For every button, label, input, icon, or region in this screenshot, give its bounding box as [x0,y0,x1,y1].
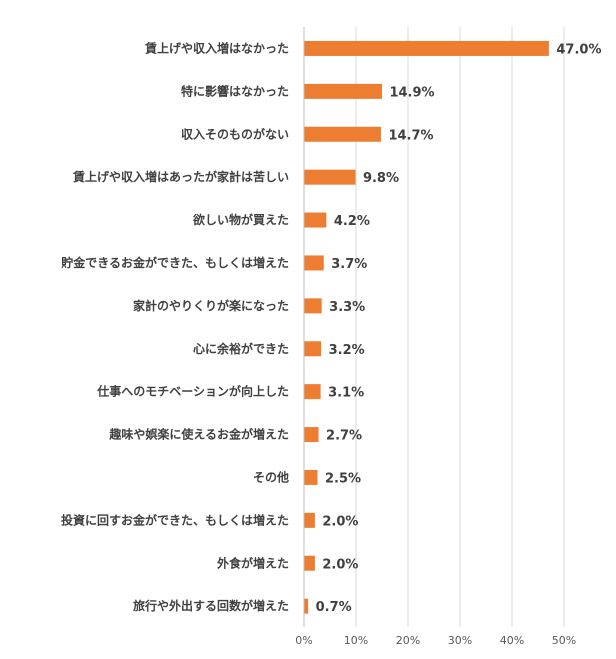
data-label: 47.0% [556,42,601,57]
data-label: 2.7% [326,429,362,444]
bar [304,598,309,614]
data-label: 3.2% [329,343,365,358]
x-tick-label: 40% [500,634,524,647]
category-label: 欲しい物が買えた [192,212,289,227]
bar [304,83,382,99]
x-tick-label: 50% [552,634,576,647]
data-label: 4.2% [334,214,370,229]
bar [304,255,324,271]
category-label: 賃上げや収入増はなかった [144,40,289,55]
bar [304,40,549,56]
data-label: 9.8% [363,171,399,186]
category-label: 投資に回すお金ができた、もしくは増えた [61,512,289,527]
bars [304,40,549,614]
bar [304,512,315,528]
bar [304,427,319,443]
bar [304,384,321,400]
category-label: 趣味や娯楽に使えるお金が増えた [108,427,289,442]
bar [304,341,322,357]
bar [304,126,381,142]
data-label: 14.7% [388,128,433,143]
data-label: 0.7% [316,600,352,615]
x-tick-label: 30% [448,634,472,647]
category-label: 心に余裕ができた [193,341,289,356]
data-label: 2.0% [322,557,358,572]
bar [304,169,356,185]
data-label: 3.7% [331,257,367,272]
bar [304,469,318,485]
category-labels: 賃上げや収入増はなかった特に影響はなかった収入そのものがない賃上げや収入増はあっ… [61,40,289,613]
bar [304,212,327,228]
bar [304,298,322,314]
category-label: 賃上げや収入増はあったが家計は苦しい [72,169,289,184]
category-label: 外食が増えた [217,555,289,570]
x-tick-label: 20% [396,634,420,647]
x-tick-label: 0% [295,634,312,647]
category-label: その他 [253,469,289,484]
data-label: 3.1% [328,386,364,401]
category-label: 収入そのものがない [181,126,289,141]
data-label: 2.5% [325,471,361,486]
gridlines [303,27,565,627]
data-label: 2.0% [322,514,358,529]
category-label: 家計のやりくりが楽になった [133,298,289,313]
x-axis-ticks: 0% 10% 20% 30% 40% 50% [295,634,576,647]
data-label: 14.9% [389,85,434,100]
category-label: 貯金できるお金ができた、もしくは増えた [61,255,289,270]
data-label: 3.3% [329,300,365,315]
data-labels: 47.0% 14.9% 14.7% 9.8% 4.2% 3.7% 3.3% 3.2% 3.1% 2… [316,42,602,615]
x-tick-label: 10% [344,634,368,647]
category-label: 特に影響はなかった [181,83,289,98]
bar [304,555,315,571]
category-label: 旅行や外出する回数が増えた [133,598,289,613]
category-label: 仕事へのモチベーションが向上した [96,384,289,399]
